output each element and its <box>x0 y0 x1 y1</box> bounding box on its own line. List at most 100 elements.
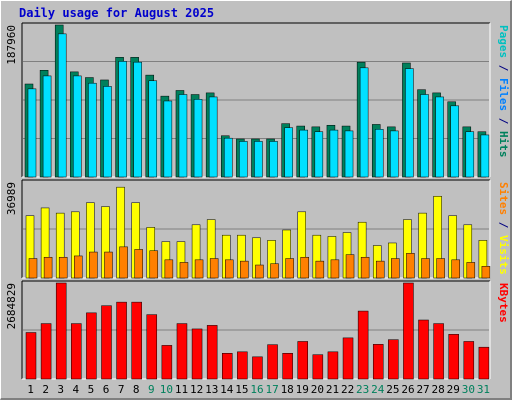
bar-files-day-28 <box>435 96 444 178</box>
bar-files-day-8 <box>133 61 142 178</box>
bar-kbytes-day-23 <box>357 310 369 380</box>
bar-sites-day-17 <box>270 263 279 279</box>
day-label-13: 13 <box>205 383 218 396</box>
bar-files-day-31 <box>480 134 490 178</box>
bar-kbytes-day-30 <box>463 341 475 380</box>
day-label-28: 28 <box>432 383 445 396</box>
bar-sites-day-8 <box>134 249 143 279</box>
panel-middle-right-label: Sites / Visits <box>497 182 510 275</box>
bar-sites-day-21 <box>330 259 340 279</box>
bar-kbytes-day-21 <box>327 351 339 380</box>
bar-kbytes-day-12 <box>191 328 203 380</box>
day-label-23: 23 <box>356 383 369 396</box>
panel-top-right-label-part: Hits <box>497 131 510 158</box>
bar-sites-day-23 <box>360 256 370 279</box>
bar-kbytes-day-8 <box>131 301 142 380</box>
bar-files-day-4 <box>73 75 82 178</box>
day-label-2: 2 <box>42 383 49 396</box>
bar-kbytes-day-28 <box>433 323 444 380</box>
panel-middle-right-label-part: Visits <box>497 235 510 275</box>
day-label-4: 4 <box>73 383 80 396</box>
bar-files-day-2 <box>42 75 52 178</box>
day-label-15: 15 <box>235 383 248 396</box>
chart-title: Daily usage for August 2025 <box>19 6 214 20</box>
bar-files-day-16 <box>254 141 263 178</box>
panel-middle-right-label-part: / <box>497 215 510 235</box>
bar-kbytes-day-31 <box>478 346 490 380</box>
bar-kbytes-day-4 <box>71 323 82 380</box>
day-label-14: 14 <box>220 383 234 396</box>
day-label-19: 19 <box>296 383 309 396</box>
bar-sites-day-18 <box>285 258 294 279</box>
day-label-7: 7 <box>118 383 125 396</box>
bar-files-day-26 <box>405 68 414 178</box>
bar-kbytes-day-15 <box>237 351 248 380</box>
bar-sites-day-25 <box>391 258 400 279</box>
day-label-9: 9 <box>148 383 155 396</box>
bar-kbytes-day-7 <box>116 301 127 380</box>
bar-sites-day-3 <box>58 256 68 279</box>
bar-files-day-24 <box>374 129 384 178</box>
panel-top-right-label: Pages / Files / Hits <box>497 25 510 158</box>
panel-bottom-max-label: 2684829 <box>5 283 18 329</box>
bar-sites-day-20 <box>315 260 325 279</box>
bar-sites-day-6 <box>104 251 113 279</box>
bar-sites-day-5 <box>89 251 98 279</box>
bar-kbytes-day-29 <box>448 334 459 380</box>
day-label-18: 18 <box>281 383 294 396</box>
bar-kbytes-day-3 <box>55 282 67 380</box>
day-label-24: 24 <box>371 383 385 396</box>
bar-files-day-6 <box>103 86 112 178</box>
day-label-1: 1 <box>27 383 34 396</box>
bar-files-day-18 <box>284 127 293 178</box>
bar-sites-day-4 <box>74 255 83 279</box>
panel-bottom-right-label: KBytes <box>497 283 510 323</box>
bar-files-day-12 <box>193 99 203 178</box>
bar-sites-day-29 <box>451 259 460 279</box>
bar-kbytes-day-18 <box>282 353 293 380</box>
bar-sites-day-7 <box>119 246 128 279</box>
day-label-20: 20 <box>311 383 324 396</box>
bar-kbytes-day-17 <box>267 344 278 380</box>
day-label-27: 27 <box>416 383 429 396</box>
day-label-10: 10 <box>160 383 173 396</box>
bar-kbytes-day-6 <box>101 305 112 380</box>
bar-files-day-5 <box>88 82 97 178</box>
bar-kbytes-day-2 <box>40 323 52 380</box>
bar-files-day-11 <box>178 94 188 178</box>
bar-sites-day-22 <box>345 254 355 279</box>
bar-kbytes-day-25 <box>388 339 399 380</box>
day-label-29: 29 <box>447 383 460 396</box>
bar-sites-day-12 <box>194 259 204 279</box>
bar-files-day-25 <box>390 130 399 178</box>
bar-sites-day-9 <box>149 250 159 279</box>
bar-kbytes-day-24 <box>372 344 384 380</box>
panel-top-max-label: 187960 <box>5 25 18 65</box>
bar-kbytes-day-22 <box>342 337 354 380</box>
bar-files-day-30 <box>465 131 475 178</box>
day-label-8: 8 <box>133 383 140 396</box>
day-label-6: 6 <box>103 383 110 396</box>
bar-sites-day-24 <box>375 260 385 279</box>
bar-kbytes-day-1 <box>25 332 37 380</box>
bar-sites-day-28 <box>436 258 445 279</box>
bar-sites-day-1 <box>28 258 38 279</box>
bar-sites-day-27 <box>421 258 430 279</box>
bar-files-day-29 <box>450 105 459 178</box>
panel-top-right-label-part: Pages <box>497 25 510 58</box>
bar-kbytes-day-10 <box>161 345 173 380</box>
day-label-21: 21 <box>326 383 339 396</box>
bar-files-day-19 <box>299 129 308 178</box>
bar-sites-day-2 <box>43 256 53 279</box>
bar-kbytes-day-20 <box>312 354 324 380</box>
day-label-12: 12 <box>190 383 203 396</box>
day-label-25: 25 <box>386 383 399 396</box>
day-label-31: 31 <box>477 383 490 396</box>
bar-files-day-20 <box>314 131 324 178</box>
bar-kbytes-day-5 <box>86 312 97 380</box>
bar-sites-day-26 <box>406 253 415 279</box>
day-label-5: 5 <box>88 383 95 396</box>
bar-sites-day-16 <box>255 264 264 279</box>
